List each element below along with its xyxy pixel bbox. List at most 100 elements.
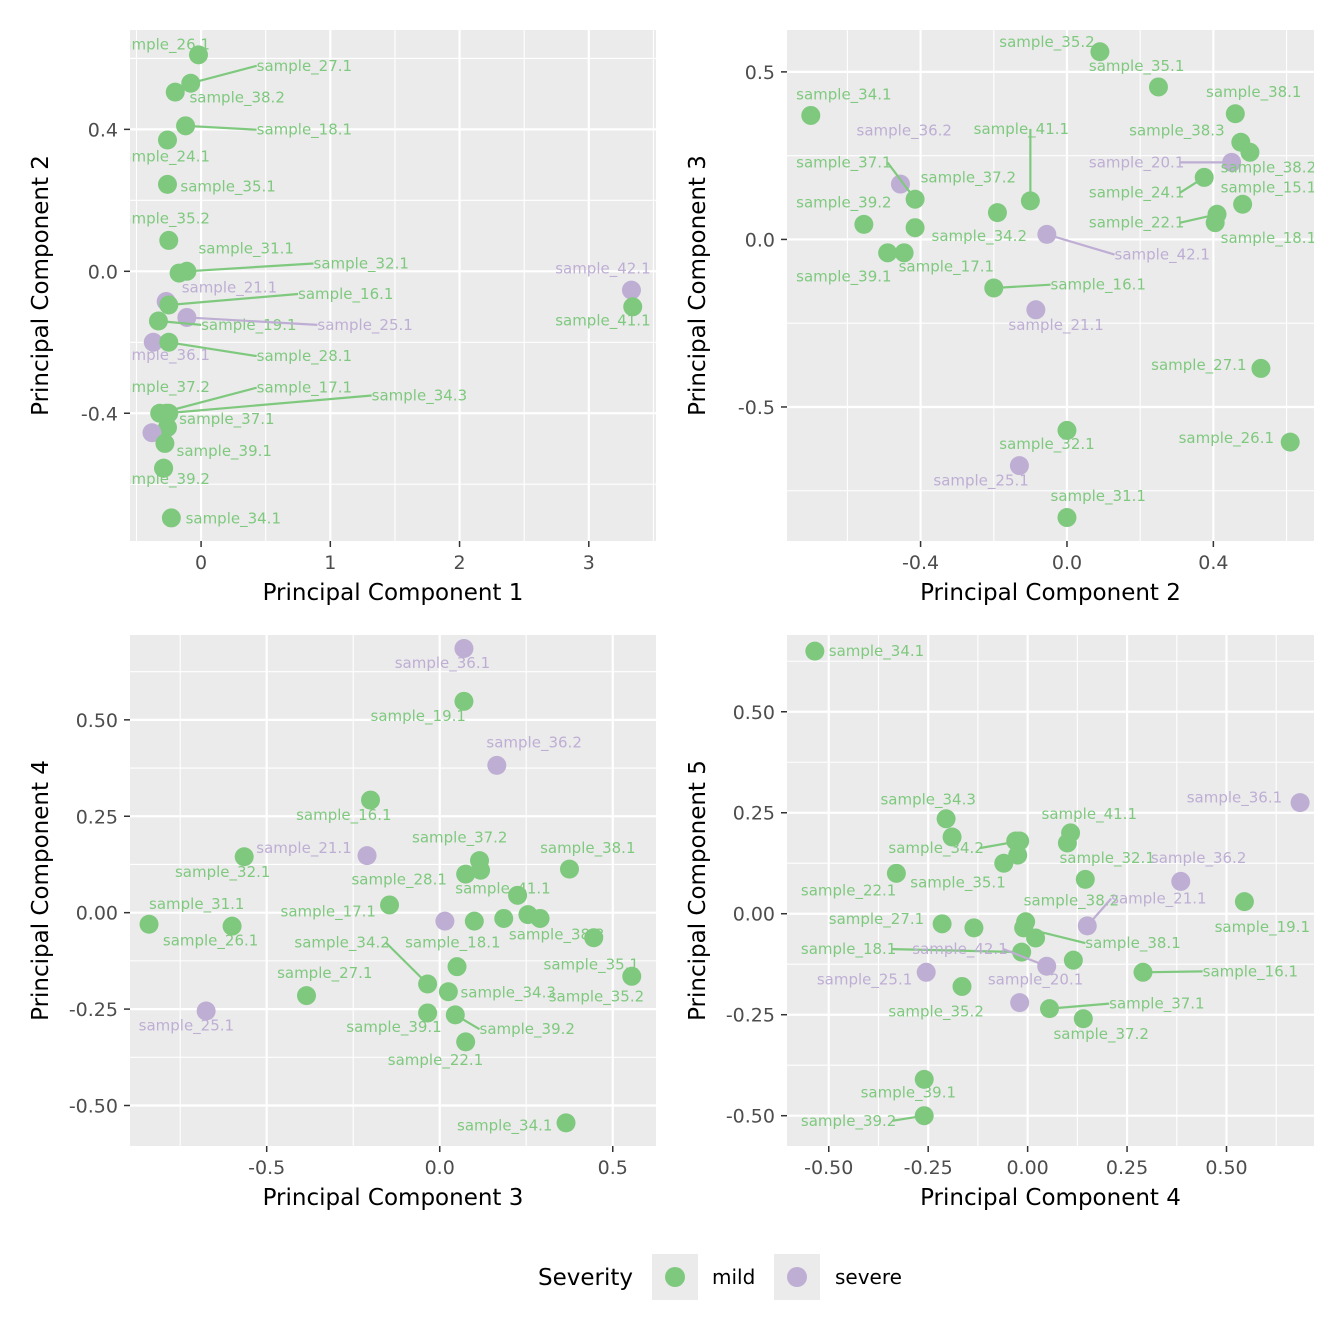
label-connector — [993, 283, 1051, 290]
point-sample_39-1 — [914, 1069, 934, 1089]
point-sample_18-1b — [964, 918, 984, 938]
point-label: sample_36.1 — [395, 654, 490, 673]
point-sample_32-1 — [1075, 869, 1095, 889]
point-label: sample_39.2 — [114, 470, 209, 489]
point-label: sample_32.1 — [175, 863, 270, 882]
point-sample_41-1 — [508, 885, 528, 905]
x-tick-label: 0.50 — [1205, 1157, 1247, 1179]
point-sample_38-2 — [464, 911, 484, 931]
label-connector — [1046, 233, 1115, 256]
label-connector — [159, 386, 257, 415]
point-label: sample_25.1 — [139, 1016, 234, 1035]
x-axis-title: Principal Component 4 — [920, 1185, 1181, 1211]
point-sample_36-1 — [454, 638, 474, 658]
point-label: sample_38.3 — [509, 926, 604, 945]
point-sample_26-1 — [222, 916, 242, 936]
point-label: sample_37.1 — [796, 153, 891, 172]
point-label: sample_21.1 — [256, 839, 351, 858]
point-sample_42-1 — [621, 280, 641, 300]
label-connector — [1023, 926, 1086, 945]
point-label: sample_36.1 — [1187, 789, 1282, 808]
x-tick-label: -0.4 — [902, 552, 939, 574]
point-sample_39-1 — [878, 243, 898, 263]
point-label: sample_16.1 — [1203, 962, 1298, 981]
y-axis-title: Principal Component 5 — [685, 760, 711, 1021]
y-axis-title: Principal Component 4 — [28, 760, 54, 1021]
point-label: sample_35.1 — [1089, 57, 1184, 76]
point-label: sample_21.1 — [1111, 890, 1206, 909]
point-label: sample_34.2 — [888, 839, 983, 858]
point-label: sample_25.1 — [817, 970, 912, 989]
point-label: sample_37.2 — [1053, 1025, 1148, 1044]
panel-background — [130, 30, 656, 541]
x-tick-label: 3 — [583, 552, 595, 574]
y-tick-label: 0.00 — [733, 904, 775, 926]
point-sample_36-2 — [1171, 871, 1191, 891]
point-sample_36-2 — [890, 174, 910, 194]
point-sample_36-1 — [143, 332, 163, 352]
point-sample_35-2 — [622, 966, 642, 986]
point-sample_38-2 — [1240, 142, 1260, 162]
point-label: sample_34.2 — [932, 227, 1027, 246]
point-label: sample_34.3 — [880, 791, 975, 810]
point-label: sample_28.1 — [257, 347, 352, 366]
point-label: sample_42.1 — [912, 940, 1007, 959]
point-label: sample_26.1 — [163, 931, 258, 950]
x-tick-label: 2 — [454, 552, 466, 574]
point-sample_34-1 — [471, 860, 491, 880]
point-sample_34-3 — [438, 982, 458, 1002]
point-label: sample_38.1 — [1206, 83, 1301, 102]
label-connector — [1179, 213, 1218, 224]
point-label: sample_41.1 — [455, 879, 550, 898]
point-sample_39-2 — [154, 458, 174, 478]
point-sample_34-3 — [936, 809, 956, 829]
point-sample_32-1 — [234, 847, 254, 867]
point-label: sample_41.1 — [974, 120, 1069, 139]
legend-key-severe-dot — [787, 1267, 807, 1287]
point-sample_35-1 — [1148, 77, 1168, 97]
point-sample_34-1 — [161, 508, 181, 528]
data-marks: sample_34.1 sample_34.3 sample_41.1 sample_… — [801, 641, 1310, 1131]
data-marks: sample_26.1 sample_27.1 sample_38.2 sample_… — [114, 36, 651, 529]
y-tick-label: -0.50 — [69, 1096, 118, 1118]
legend-title: Severity — [538, 1265, 633, 1291]
y-tick-label: 0.0 — [88, 261, 118, 283]
point-sample_27-1 — [296, 986, 316, 1006]
label-connector — [1179, 176, 1205, 194]
label-connector — [168, 292, 299, 307]
point-label: sample_18.1 — [1221, 229, 1316, 248]
scatter-panels: 0 1 2 3 0.4 0.0 -0.4 Principal Component 1 Princ… — [28, 30, 1316, 1211]
point-label: sample_38.1 — [540, 839, 635, 858]
y-tick-label: 0.5 — [745, 62, 775, 84]
y-tick-label: 0.50 — [76, 710, 118, 732]
point-sample_38-1 — [155, 433, 175, 453]
point-label: sample_38.2 — [1024, 892, 1119, 911]
point-sample_39-2 — [854, 214, 874, 234]
point-sample_35-1 — [994, 853, 1014, 873]
point-sample_34-2 — [905, 218, 925, 238]
point-label: sample_26.1 — [114, 36, 209, 55]
y-tick-label: -0.4 — [81, 403, 118, 425]
point-sample_25-1 — [196, 1001, 216, 1021]
y-tick-label: -0.50 — [726, 1106, 775, 1128]
legend: Severity mild severe — [538, 1254, 902, 1300]
x-tick-label: 0.00 — [1006, 1157, 1048, 1179]
point-label: sample_34.1 — [186, 509, 281, 528]
point-sample_18-1 — [447, 957, 467, 977]
point-sample_20-1 — [1010, 993, 1030, 1013]
point-label: sample_18.1 — [801, 940, 896, 959]
point-sample_39-1 — [418, 1003, 438, 1023]
point-sample_35-2 — [159, 230, 179, 250]
point-label: sample_42.1 — [555, 259, 650, 278]
label-connector — [158, 319, 202, 326]
point-label: sample_32.1 — [314, 254, 409, 273]
point-sample_37-2b — [1063, 950, 1083, 970]
y-tick-label: 0.00 — [76, 903, 118, 925]
point-sample_22-1 — [886, 863, 906, 883]
y-tick-label: -0.25 — [69, 999, 118, 1021]
point-label: sample_34.1 — [457, 1117, 552, 1136]
label-connector — [168, 341, 257, 358]
y-tick-label: 0.25 — [76, 806, 118, 828]
point-sample_35-2 — [952, 976, 972, 996]
point-sample_31-1 — [139, 914, 159, 934]
